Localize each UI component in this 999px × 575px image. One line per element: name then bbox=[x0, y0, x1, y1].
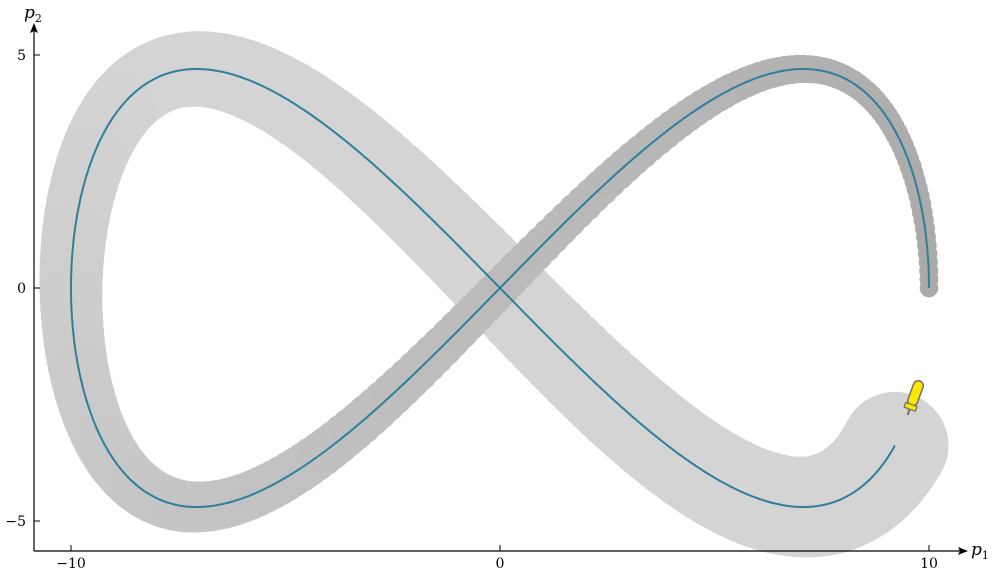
screwdriver-icon bbox=[903, 379, 925, 416]
axis-ticks: −10 0 10 −5 0 5 bbox=[5, 48, 938, 572]
x-axis-label-subscript: 1 bbox=[982, 549, 989, 562]
x-axis-label: p1 bbox=[971, 540, 989, 562]
x-tick-label: 10 bbox=[920, 556, 938, 572]
y-axis-arrowhead bbox=[30, 23, 38, 33]
x-tick-label: 0 bbox=[496, 556, 505, 572]
trajectory-curve-group bbox=[70, 68, 930, 508]
x-axis-label-main: p bbox=[971, 540, 982, 560]
y-tick-label: 0 bbox=[17, 281, 26, 297]
y-axis-label: p2 bbox=[24, 3, 42, 25]
y-axis-label-subscript: 2 bbox=[35, 12, 42, 25]
y-tick-label: 5 bbox=[17, 48, 26, 64]
screwdriver-tip bbox=[906, 408, 911, 416]
y-axis-label-main: p bbox=[24, 3, 35, 23]
x-axis-arrowhead bbox=[958, 547, 968, 555]
x-tick-label: −10 bbox=[56, 556, 86, 572]
trajectory-line bbox=[70, 68, 930, 508]
y-tick-label: −5 bbox=[5, 514, 26, 530]
screwdriver-shape bbox=[903, 379, 925, 416]
axes bbox=[30, 23, 968, 555]
